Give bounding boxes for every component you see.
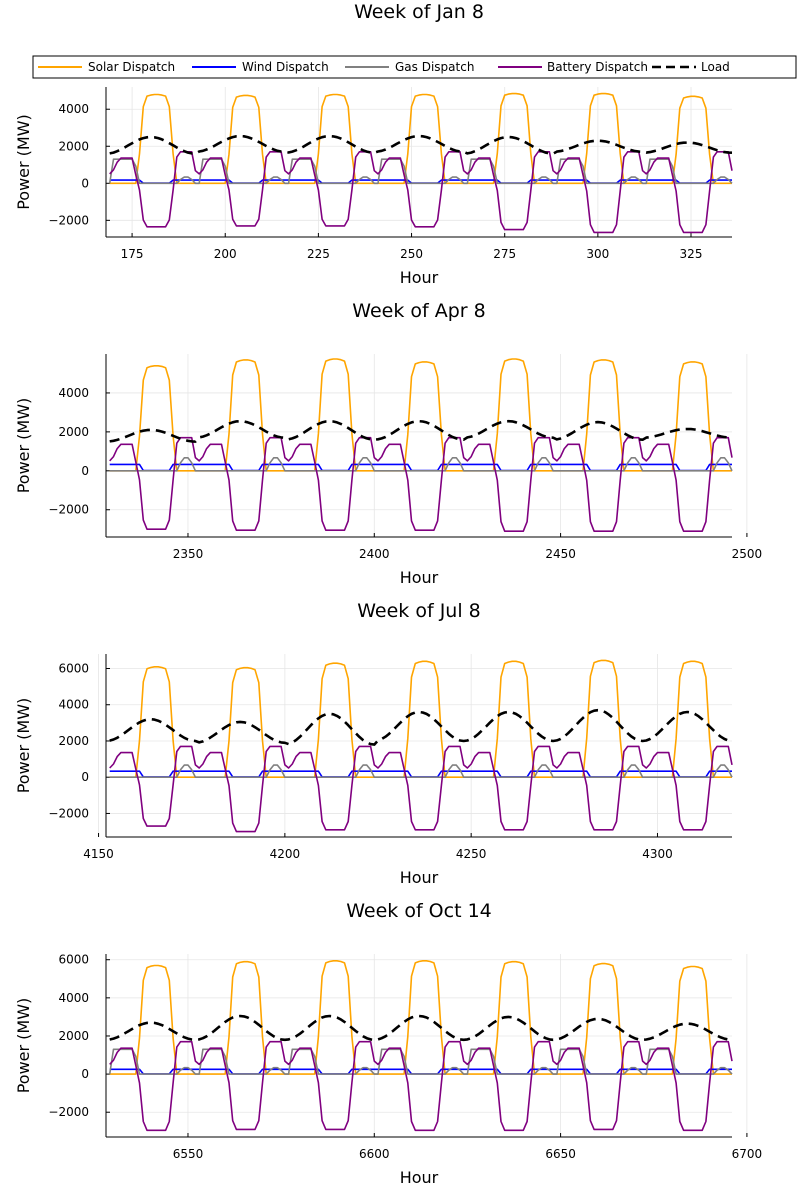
- x-tick-label: 2500: [732, 547, 763, 561]
- y-tick-label: −2000: [48, 806, 89, 820]
- panels: Week of Jan 8 175 200 225 250 275 300 325 −2000 0…: [14, 1, 762, 1187]
- x-axis-label: Hour: [400, 268, 439, 287]
- y-tick-label: 4000: [58, 698, 89, 712]
- legend-label-battery: Battery Dispatch: [547, 60, 648, 74]
- x-tick-label: 225: [307, 247, 330, 261]
- x-tick-label: 2350: [173, 547, 204, 561]
- legend-label-solar: Solar Dispatch: [88, 60, 175, 74]
- legend-entry-load: Load: [652, 60, 730, 74]
- load-line: [109, 708, 733, 746]
- x-tick-label: 200: [214, 247, 237, 261]
- x-tick-label: 6650: [545, 1147, 576, 1161]
- panel-title: Week of Oct 14: [346, 900, 492, 922]
- y-axis-label: Power (MW): [14, 998, 33, 1094]
- x-tick-label: 2450: [545, 547, 576, 561]
- load-line: [109, 134, 733, 155]
- x-tick-label: 4150: [83, 847, 114, 861]
- panel-3: Week of Jul 8 4150 4200 4250 4300 −2000 0 2000 4…: [14, 600, 733, 887]
- x-axis-label: Hour: [400, 568, 439, 587]
- load-line: [109, 419, 733, 443]
- panel-title: Week of Jan 8: [354, 1, 484, 23]
- solar-line: [109, 960, 732, 1075]
- x-tick-label: 6600: [359, 1147, 390, 1161]
- x-tick-label: 325: [680, 247, 703, 261]
- legend-label-gas: Gas Dispatch: [395, 60, 474, 74]
- y-tick-label: 2000: [58, 734, 89, 748]
- legend-entry-wind: Wind Dispatch: [192, 60, 329, 74]
- x-axis-label: Hour: [400, 1168, 439, 1187]
- x-tick-label: 300: [586, 247, 609, 261]
- y-axis-label: Power (MW): [14, 114, 33, 210]
- panel-2: Week of Apr 8 2350 2400 2450 2500 −2000 0 2000 4…: [14, 300, 762, 587]
- x-tick-label: 2400: [359, 547, 390, 561]
- x-tick-label: 4250: [456, 847, 487, 861]
- legend-entry-gas: Gas Dispatch: [345, 60, 474, 74]
- panel-title: Week of Jul 8: [357, 600, 481, 622]
- x-tick-label: 175: [121, 247, 144, 261]
- y-axis-label: Power (MW): [14, 698, 33, 794]
- y-tick-label: 4000: [58, 102, 89, 116]
- y-tick-label: 6000: [58, 953, 89, 967]
- y-tick-label: 0: [81, 1067, 89, 1081]
- x-tick-label: 275: [493, 247, 516, 261]
- legend-label-wind: Wind Dispatch: [242, 60, 329, 74]
- panel-1: Week of Jan 8 175 200 225 250 275 300 325 −2000 0…: [14, 1, 733, 287]
- solar-line: [109, 92, 732, 185]
- y-tick-label: 0: [81, 176, 89, 190]
- x-tick-label: 250: [400, 247, 423, 261]
- gas-line: [108, 1048, 733, 1075]
- gas-line: [109, 457, 733, 472]
- y-tick-label: 4000: [58, 991, 89, 1005]
- battery-line: [109, 436, 733, 532]
- x-tick-label: 6700: [732, 1147, 763, 1161]
- gas-line: [108, 158, 733, 185]
- legend-label-load: Load: [701, 60, 730, 74]
- x-tick-label: 4200: [270, 847, 301, 861]
- y-tick-label: −2000: [48, 503, 89, 517]
- wind-line: [109, 770, 732, 778]
- y-tick-label: 6000: [58, 661, 89, 675]
- y-tick-label: 2000: [58, 139, 89, 153]
- panel-title: Week of Apr 8: [352, 300, 485, 322]
- y-axis-label: Power (MW): [14, 398, 33, 494]
- battery-line: [109, 1040, 733, 1132]
- solar-line: [109, 358, 732, 472]
- battery-line: [109, 745, 733, 833]
- x-axis-label: Hour: [400, 868, 439, 887]
- legend-entry-battery: Battery Dispatch: [498, 60, 648, 74]
- legend: Solar Dispatch Wind Dispatch Gas Dispatc…: [32, 55, 797, 79]
- solar-line: [109, 659, 732, 778]
- y-tick-label: 0: [81, 770, 89, 784]
- y-tick-label: 4000: [58, 386, 89, 400]
- x-tick-label: 4300: [642, 847, 673, 861]
- battery-line: [109, 151, 733, 234]
- y-tick-label: 0: [81, 464, 89, 478]
- wind-line: [109, 463, 732, 472]
- panel-4: Week of Oct 14 6550 6600 6650 6700 −2000 0 2000…: [14, 900, 762, 1187]
- legend-entry-solar: Solar Dispatch: [38, 60, 175, 74]
- gas-line: [109, 764, 733, 778]
- y-tick-label: 2000: [58, 425, 89, 439]
- load-line: [109, 1014, 733, 1042]
- y-tick-label: −2000: [48, 1105, 89, 1119]
- y-tick-label: 2000: [58, 1029, 89, 1043]
- legend-frame: [32, 55, 797, 79]
- y-tick-label: −2000: [48, 213, 89, 227]
- x-tick-label: 6550: [173, 1147, 204, 1161]
